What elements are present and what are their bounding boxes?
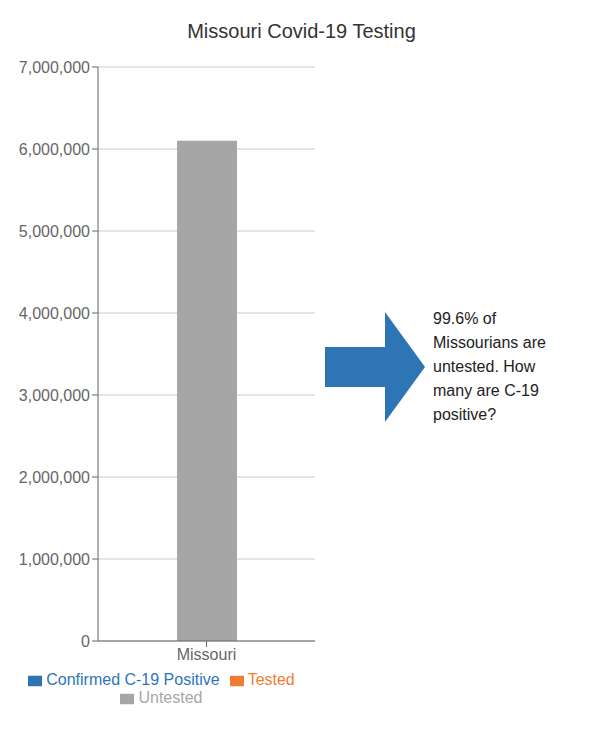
html-text:99.6% of Missourians are untes: 99.6% of Missourians are untested. How m…: [433, 310, 546, 423]
svg-text:5,000,000: 5,000,000: [19, 223, 90, 240]
svg-text:7,000,000: 7,000,000: [19, 59, 90, 76]
svg-text:3,000,000: 3,000,000: [19, 387, 90, 404]
svg-text:4,000,000: 4,000,000: [19, 305, 90, 322]
svg-text:6,000,000: 6,000,000: [19, 141, 90, 158]
svg-text:2,000,000: 2,000,000: [19, 469, 90, 486]
html-text:Confirmed C-19 Positive: Confirmed C-19 Positive: [46, 671, 220, 688]
svg-text:Missouri: Missouri: [177, 646, 237, 663]
svg-text:0: 0: [81, 633, 90, 650]
html-text:Untested: Untested: [138, 689, 203, 706]
html-text:Tested: Tested: [247, 671, 295, 688]
html-text:Missouri Covid-19 Testing: Missouri Covid-19 Testing: [187, 20, 416, 42]
svg-text:1,000,000: 1,000,000: [19, 551, 90, 568]
